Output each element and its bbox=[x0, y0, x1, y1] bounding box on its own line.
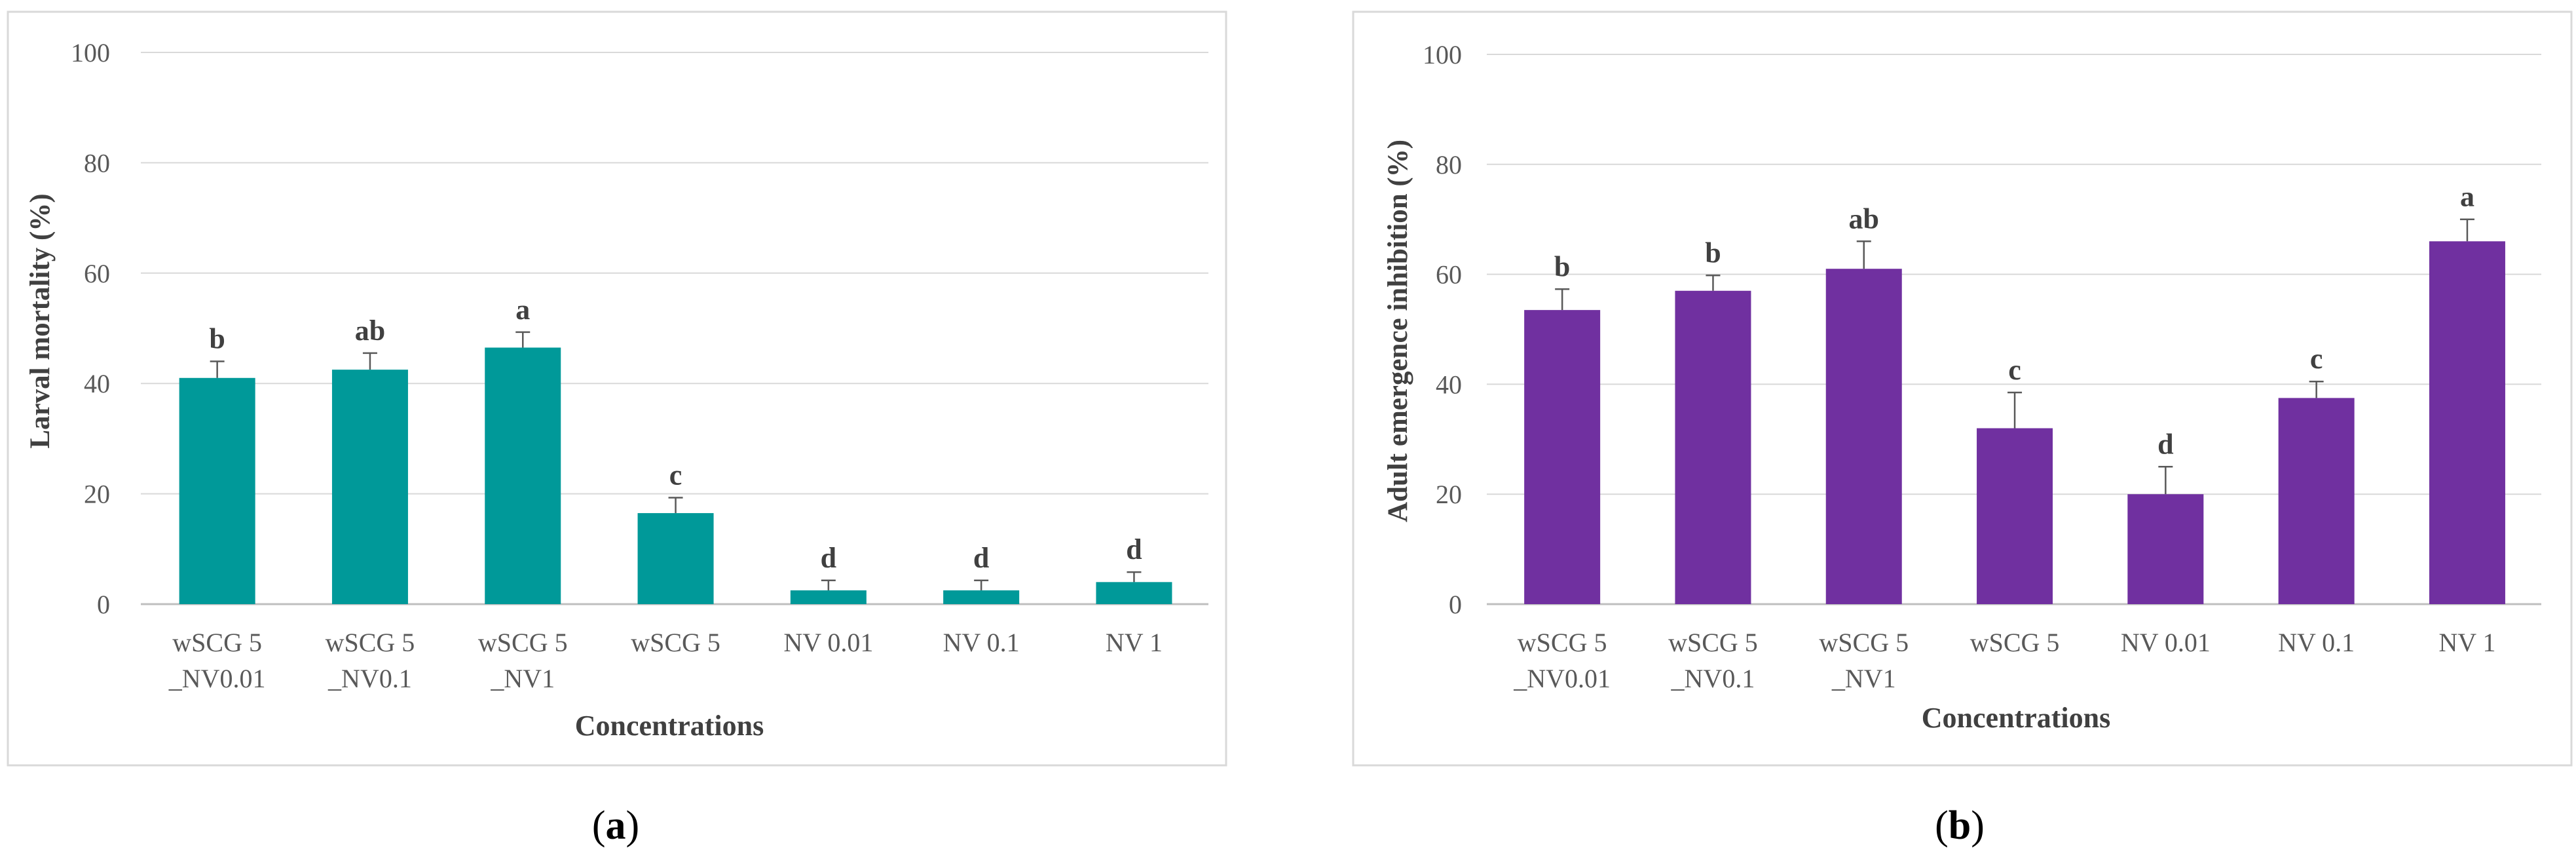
x-tick-labels-b: wSCG 5 _NV0.01 wSCG 5 _NV0.1 wSCG 5 _NV1 wSCG … bbox=[1513, 628, 2495, 693]
significance-letter: ab bbox=[1849, 202, 1879, 235]
y-tick-label: 100 bbox=[71, 38, 110, 67]
significance-letter: b bbox=[1554, 250, 1570, 282]
y-tick-label: 20 bbox=[84, 480, 110, 509]
y-tick-label: 100 bbox=[1423, 40, 1462, 69]
bar bbox=[943, 590, 1020, 604]
significance-letters-a: b ab a c d d d bbox=[209, 294, 1142, 574]
bar bbox=[1977, 428, 2053, 604]
x-axis-label-a: Concentrations bbox=[575, 710, 764, 742]
x-tick-labels-a: wSCG 5 _NV0.01 wSCG 5 _NV0.1 wSCG 5 _NV1 wSCG … bbox=[168, 628, 1163, 693]
significance-letter: d bbox=[2157, 428, 2173, 460]
x-tick-label: wSCG 5 _NV0.1 bbox=[1668, 628, 1758, 693]
bars-b bbox=[1524, 241, 2505, 604]
y-tick-labels-a: 0 20 40 60 80 100 bbox=[71, 38, 110, 619]
y-axis-label-b: Adult emergence inhibition (%) bbox=[1383, 140, 1413, 522]
x-tick-label: NV 1 bbox=[1106, 628, 1163, 657]
bar bbox=[2429, 241, 2505, 604]
bar bbox=[485, 347, 561, 604]
significance-letter: a bbox=[2460, 181, 2474, 213]
x-tick-label: NV 0.1 bbox=[2278, 628, 2355, 657]
significance-letter: a bbox=[515, 294, 530, 326]
y-axis-label-a: Larval mortality (%) bbox=[25, 193, 56, 448]
significance-letter: c bbox=[2310, 343, 2323, 375]
x-tick-label: wSCG 5 _NV1 bbox=[1819, 628, 1909, 693]
significance-letter: d bbox=[973, 542, 989, 574]
x-tick-label: NV 0.01 bbox=[783, 628, 873, 657]
bar bbox=[790, 590, 867, 604]
y-tick-label: 0 bbox=[97, 590, 110, 619]
bars-a bbox=[179, 347, 1172, 604]
significance-letter: d bbox=[821, 542, 836, 574]
y-tick-label: 40 bbox=[1436, 370, 1462, 399]
y-tick-labels-b: 0 20 40 60 80 100 bbox=[1423, 40, 1462, 619]
significance-letter: c bbox=[2008, 354, 2021, 386]
x-tick-label: NV 1 bbox=[2438, 628, 2495, 657]
significance-letter: c bbox=[669, 459, 682, 491]
bar bbox=[1825, 269, 1902, 604]
y-tick-label: 80 bbox=[1436, 150, 1462, 180]
bar bbox=[1675, 290, 1751, 604]
bar bbox=[2278, 398, 2355, 604]
bar bbox=[1524, 310, 1601, 604]
bar bbox=[1096, 582, 1172, 604]
y-tick-label: 80 bbox=[84, 148, 110, 178]
x-tick-label: wSCG 5 _NV1 bbox=[478, 628, 568, 693]
gridlines-a bbox=[141, 52, 1208, 605]
significance-letter: b bbox=[209, 323, 225, 355]
x-tick-label: wSCG 5 _NV0.01 bbox=[168, 628, 266, 693]
y-tick-label: 20 bbox=[1436, 480, 1462, 509]
x-tick-label: NV 0.01 bbox=[2121, 628, 2211, 657]
significance-letter: b bbox=[1705, 237, 1721, 269]
y-tick-label: 0 bbox=[1449, 590, 1462, 619]
significance-letter: d bbox=[1126, 533, 1142, 565]
x-tick-label: wSCG 5 _NV0.1 bbox=[326, 628, 415, 693]
significance-letter: ab bbox=[355, 315, 385, 347]
bar bbox=[637, 513, 714, 604]
x-tick-label: wSCG 5 bbox=[1970, 628, 2060, 657]
y-tick-label: 60 bbox=[1436, 260, 1462, 290]
x-tick-label: wSCG 5 _NV0.01 bbox=[1513, 628, 1611, 693]
x-tick-label: wSCG 5 bbox=[631, 628, 720, 657]
panel-label-a: (a) bbox=[592, 803, 639, 848]
x-axis-label-b: Concentrations bbox=[1922, 702, 2110, 734]
error-bars-b bbox=[1555, 218, 2474, 495]
bar bbox=[331, 370, 408, 604]
y-tick-label: 60 bbox=[84, 259, 110, 288]
significance-letters-b: b b ab c d c a bbox=[1554, 181, 2474, 461]
error-bars-a bbox=[210, 331, 1142, 590]
x-tick-label: NV 0.1 bbox=[943, 628, 1020, 657]
bar bbox=[179, 377, 255, 604]
panel-label-b: (b) bbox=[1935, 803, 1985, 848]
bar bbox=[2127, 494, 2204, 604]
y-tick-label: 40 bbox=[84, 369, 110, 398]
